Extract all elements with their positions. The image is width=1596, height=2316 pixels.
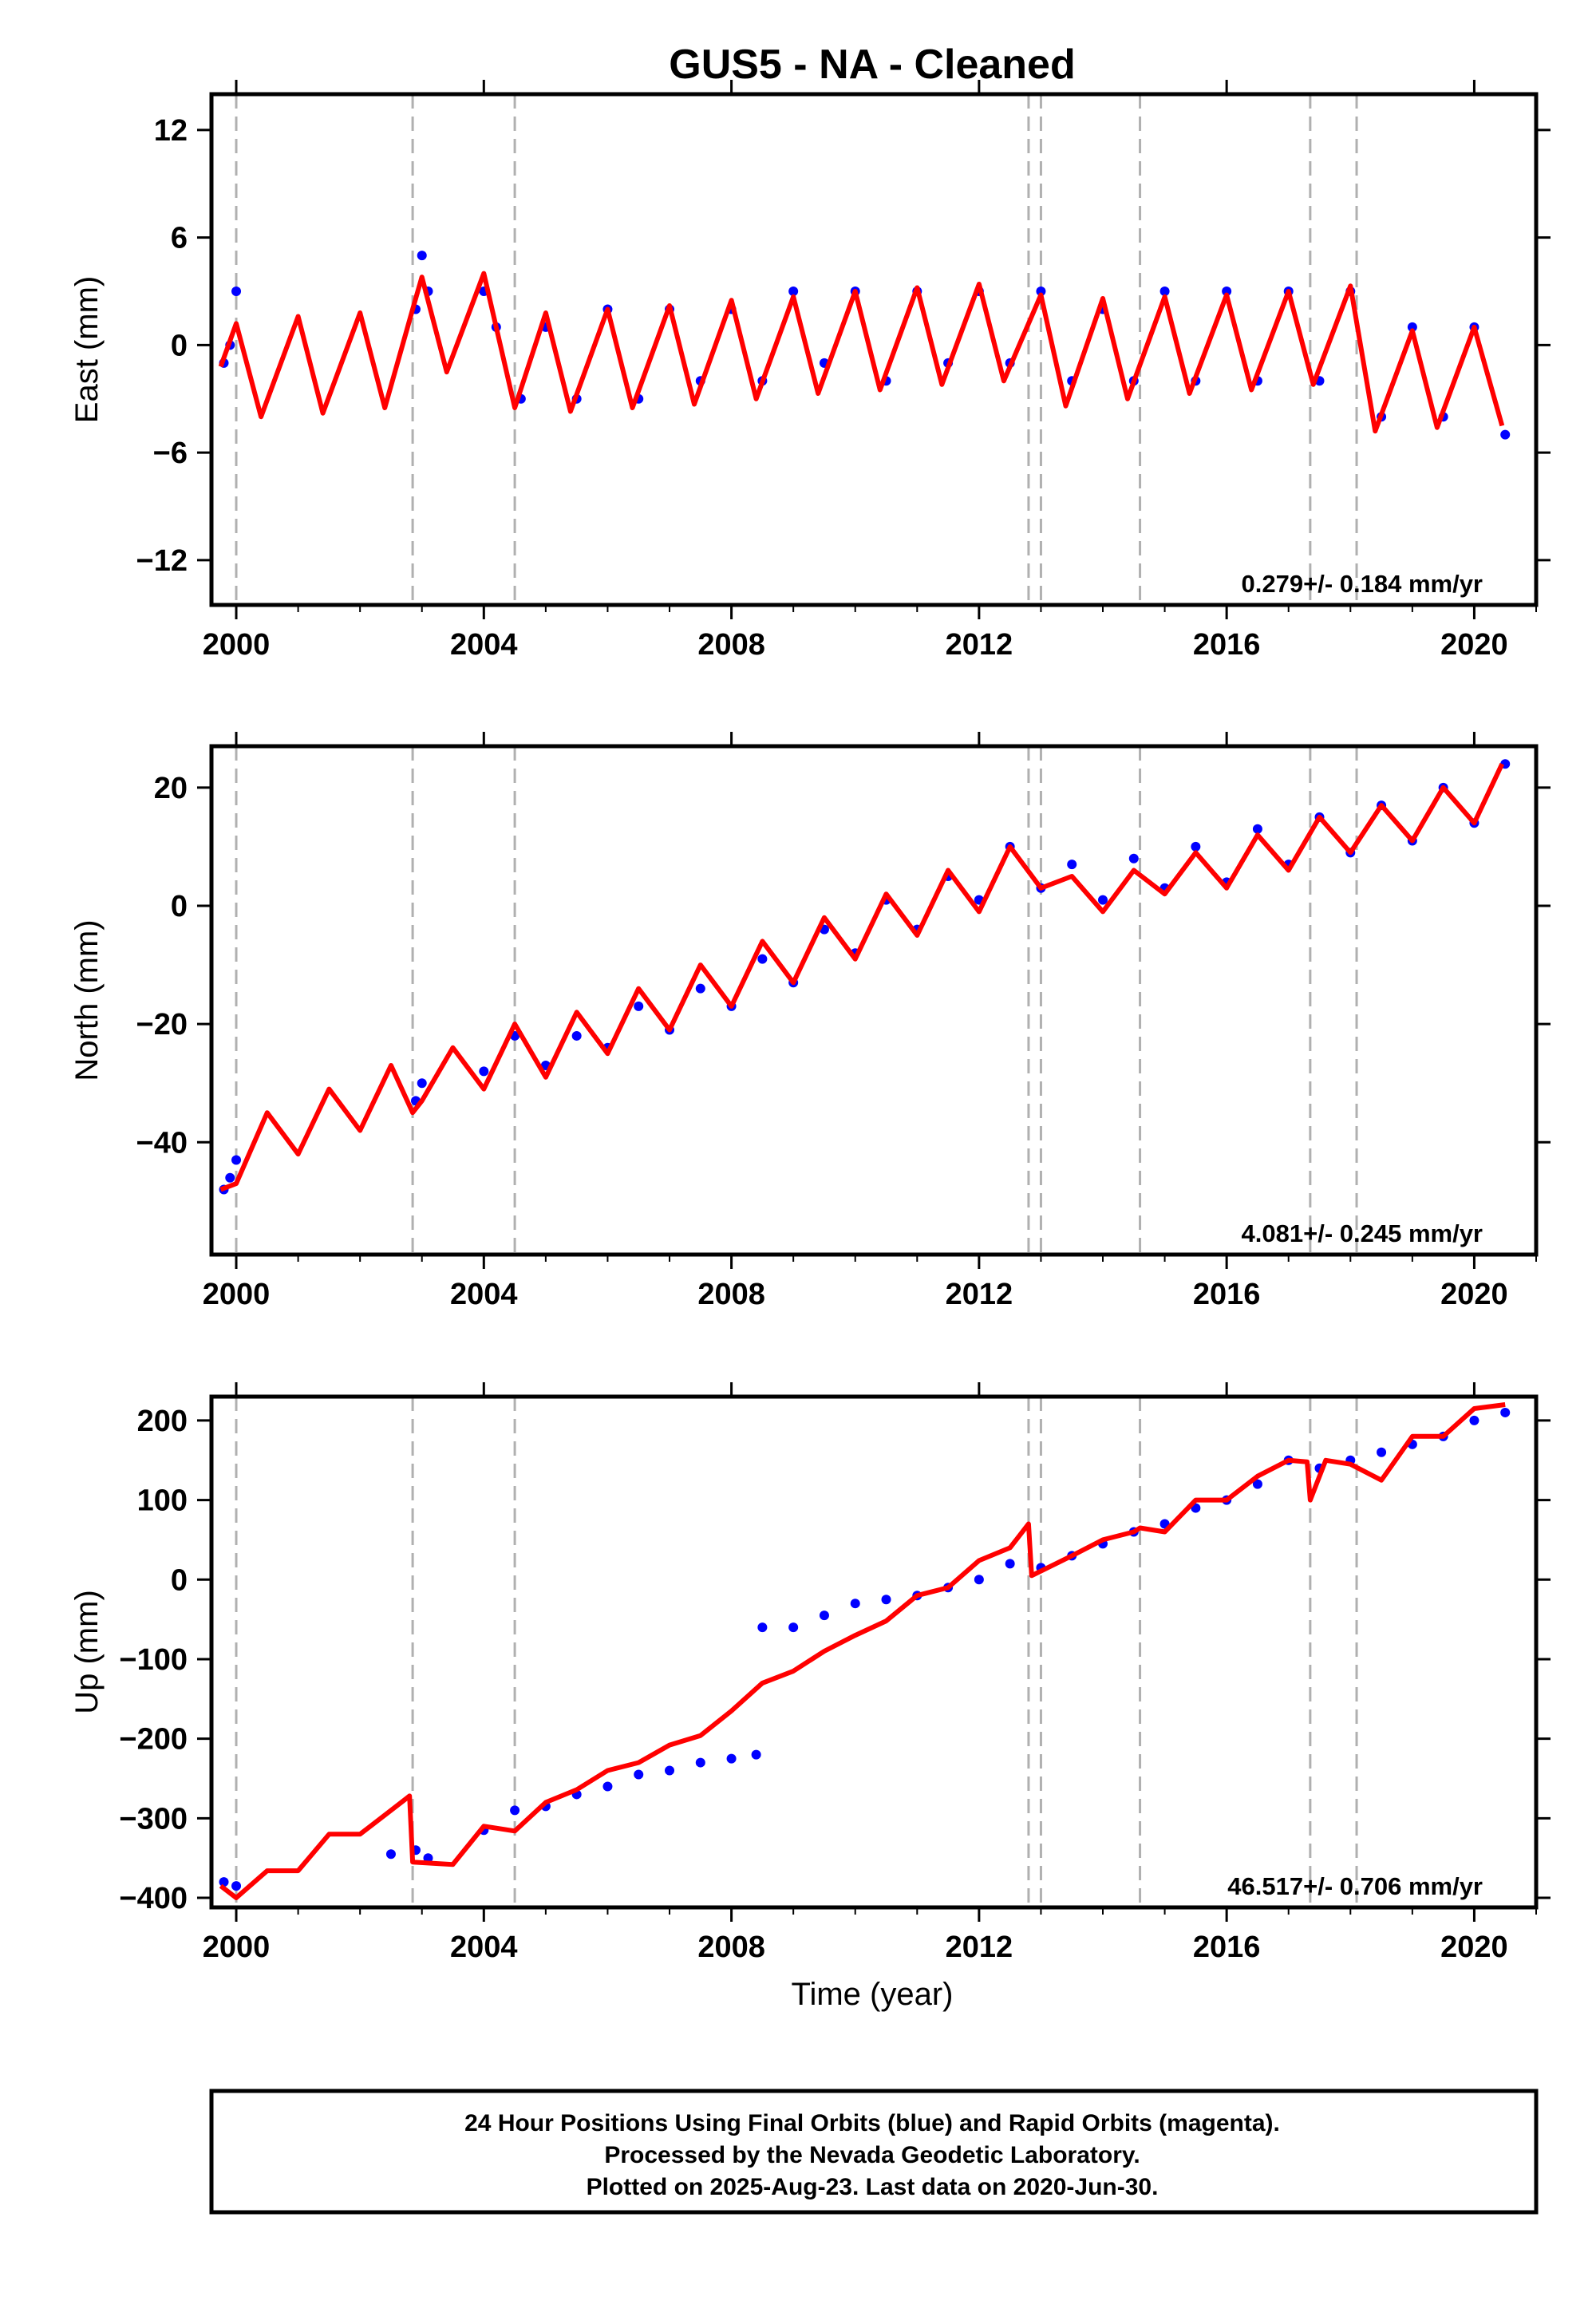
up-data-point bbox=[819, 1611, 829, 1621]
east-data-point bbox=[1407, 322, 1417, 332]
up-y-tick-label: 0 bbox=[171, 1563, 188, 1597]
north-x-tick-label: 2020 bbox=[1440, 1278, 1508, 1311]
up-rate-annotation: 46.517+/- 0.706 mm/yr bbox=[1227, 1872, 1483, 1900]
north-data-point bbox=[1252, 824, 1262, 834]
north-data-point bbox=[1128, 853, 1139, 864]
x-axis-label: Time (year) bbox=[792, 1977, 954, 2012]
north-data-point bbox=[1191, 841, 1201, 852]
up-model-line bbox=[219, 1402, 1506, 1900]
up-data-point bbox=[695, 1757, 705, 1768]
up-x-tick-label: 2016 bbox=[1193, 1931, 1261, 1964]
east-x-tick-label: 2012 bbox=[946, 628, 1013, 662]
north-data-point bbox=[231, 1155, 242, 1165]
north-y-tick-label: 0 bbox=[171, 890, 188, 923]
up-x-tick-label: 2004 bbox=[450, 1931, 518, 1964]
east-data-point bbox=[1036, 287, 1046, 297]
north-y-tick-label: −40 bbox=[136, 1126, 188, 1160]
north-data-point bbox=[1067, 860, 1077, 870]
north-data-point bbox=[757, 954, 768, 964]
east-y-tick-label: −6 bbox=[153, 437, 188, 470]
up-data-point bbox=[751, 1749, 761, 1760]
north-x-tick-label: 2016 bbox=[1193, 1278, 1261, 1311]
footer-line-1: 24 Hour Positions Using Final Orbits (bl… bbox=[464, 2110, 1280, 2136]
east-y-tick-label: −12 bbox=[136, 544, 188, 578]
up-data-point bbox=[219, 1877, 229, 1887]
east-x-tick-label: 2004 bbox=[450, 628, 518, 662]
north-model-line bbox=[219, 762, 1505, 1192]
up-data-point bbox=[1469, 1415, 1479, 1425]
north-data-point bbox=[1098, 895, 1108, 905]
up-data-point bbox=[1252, 1479, 1262, 1489]
up-x-tick-label: 2020 bbox=[1440, 1931, 1508, 1964]
up-y-tick-label: 200 bbox=[137, 1405, 188, 1438]
east-data-point bbox=[231, 287, 242, 297]
up-y-axis-label: Up (mm) bbox=[69, 1590, 105, 1714]
east-rate-annotation: 0.279+/- 0.184 mm/yr bbox=[1242, 570, 1483, 598]
east-x-tick-label: 2000 bbox=[203, 628, 271, 662]
east-data-point bbox=[1159, 287, 1170, 297]
north-rate-annotation: 4.081+/- 0.245 mm/yr bbox=[1242, 1219, 1483, 1247]
east-y-tick-label: 0 bbox=[171, 329, 188, 362]
north-data-point bbox=[417, 1078, 427, 1089]
east-x-tick-label: 2020 bbox=[1440, 628, 1508, 662]
up-data-point bbox=[510, 1805, 520, 1816]
up-data-point bbox=[231, 1881, 242, 1891]
north-data-point bbox=[695, 983, 705, 994]
north-data-point bbox=[479, 1066, 489, 1077]
up-frame bbox=[209, 1394, 1539, 1910]
east-x-tick-label: 2008 bbox=[697, 628, 765, 662]
north-x-tick-label: 2012 bbox=[946, 1278, 1013, 1311]
up-data-point bbox=[602, 1781, 613, 1792]
footer-line-3: Plotted on 2025-Aug-23. Last data on 202… bbox=[587, 2174, 1159, 2200]
north-x-tick-label: 2004 bbox=[450, 1278, 518, 1311]
up-x-tick-label: 2012 bbox=[946, 1931, 1013, 1964]
footer-line-2: Processed by the Nevada Geodetic Laborat… bbox=[604, 2142, 1140, 2168]
east-data-point bbox=[788, 287, 799, 297]
up-data-point bbox=[974, 1575, 984, 1585]
up-data-point bbox=[757, 1622, 768, 1633]
up-y-tick-label: −300 bbox=[119, 1802, 188, 1836]
up-y-tick-label: 100 bbox=[137, 1484, 188, 1518]
up-x-tick-label: 2000 bbox=[203, 1931, 271, 1964]
north-data-point bbox=[225, 1172, 235, 1183]
north-frame bbox=[209, 744, 1539, 1257]
up-y-tick-label: −100 bbox=[119, 1643, 188, 1677]
up-data-point bbox=[850, 1599, 860, 1609]
footer-box bbox=[209, 2089, 1539, 2215]
east-frame bbox=[209, 92, 1539, 607]
east-y-axis-label: East (mm) bbox=[69, 276, 105, 423]
north-x-tick-label: 2000 bbox=[203, 1278, 271, 1311]
up-data-point bbox=[881, 1595, 891, 1605]
up-data-point bbox=[634, 1769, 644, 1780]
chart-title: GUS5 - NA - Cleaned bbox=[669, 41, 1076, 88]
up-data-point bbox=[788, 1622, 799, 1633]
up-data-point bbox=[1005, 1559, 1015, 1569]
east-data-point bbox=[1500, 429, 1511, 440]
east-x-tick-label: 2016 bbox=[1193, 628, 1261, 662]
north-data-point bbox=[571, 1030, 582, 1041]
up-data-point bbox=[665, 1765, 675, 1776]
east-y-tick-label: 12 bbox=[154, 114, 188, 148]
east-panel: 2000 2004 2008 2012 2016 2020 12 6 0 −6 −12 East (m… bbox=[69, 80, 1551, 662]
up-x-tick-label: 2008 bbox=[697, 1931, 765, 1964]
up-panel: 2000 2004 2008 2012 2016 2020 200 100 0 −100 −200 −… bbox=[69, 1382, 1551, 1964]
north-y-tick-label: 20 bbox=[154, 772, 188, 805]
east-data-point bbox=[417, 251, 427, 261]
north-x-tick-label: 2008 bbox=[697, 1278, 765, 1311]
up-y-tick-label: −400 bbox=[119, 1882, 188, 1915]
up-data-point bbox=[1500, 1407, 1511, 1417]
east-model-line bbox=[218, 271, 1505, 434]
up-data-point bbox=[385, 1849, 396, 1860]
north-data-point bbox=[634, 1001, 644, 1011]
east-y-tick-label: 6 bbox=[171, 222, 188, 255]
north-y-axis-label: North (mm) bbox=[69, 919, 105, 1081]
north-y-tick-label: −20 bbox=[136, 1008, 188, 1041]
east-data-point bbox=[1222, 287, 1232, 297]
up-data-point bbox=[1377, 1447, 1387, 1457]
up-y-tick-label: −200 bbox=[119, 1723, 188, 1757]
up-data-point bbox=[726, 1753, 737, 1764]
